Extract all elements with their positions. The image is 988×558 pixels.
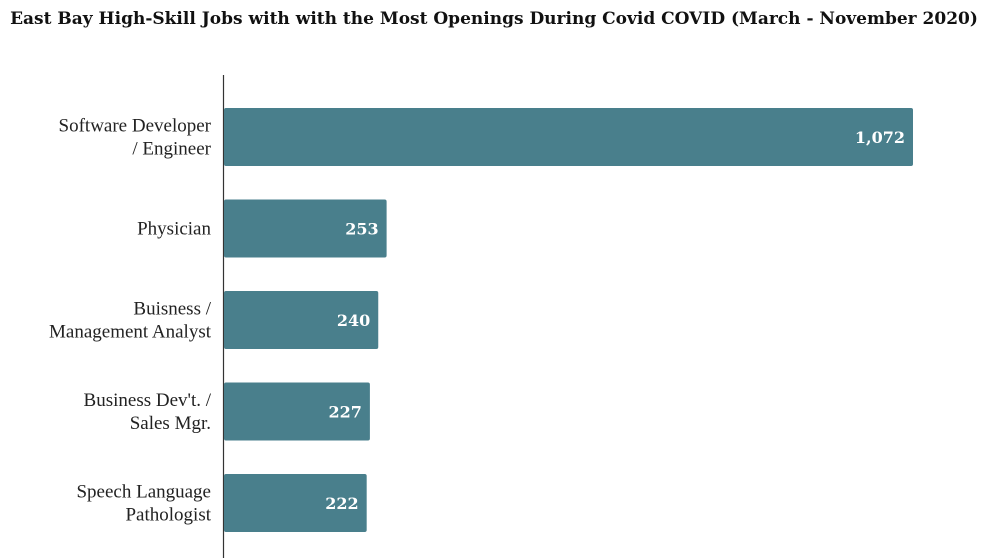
bar-1 (224, 199, 387, 258)
category-label-3: Business Dev't. / Sales Mgr. (84, 390, 212, 434)
bar-value-label-3: 227 (328, 403, 361, 422)
category-label-0: Software Developer / Engineer (59, 116, 212, 160)
bar-value-label-1: 253 (345, 220, 378, 239)
bar-value-label-0: 1,072 (855, 128, 905, 147)
bar-value-label-4: 222 (325, 494, 358, 513)
category-label-2: Buisness / Management Analyst (49, 299, 212, 343)
category-label-4: Speech Language Pathologist (76, 482, 211, 526)
category-label-1: Physician (137, 219, 211, 240)
bar-2 (224, 291, 379, 349)
chart-title: East Bay High-Skill Jobs with with the M… (10, 9, 978, 29)
bar-3 (224, 382, 370, 441)
bar-value-label-2: 240 (337, 311, 370, 330)
bar-4 (224, 474, 367, 532)
bar-0 (224, 108, 913, 166)
